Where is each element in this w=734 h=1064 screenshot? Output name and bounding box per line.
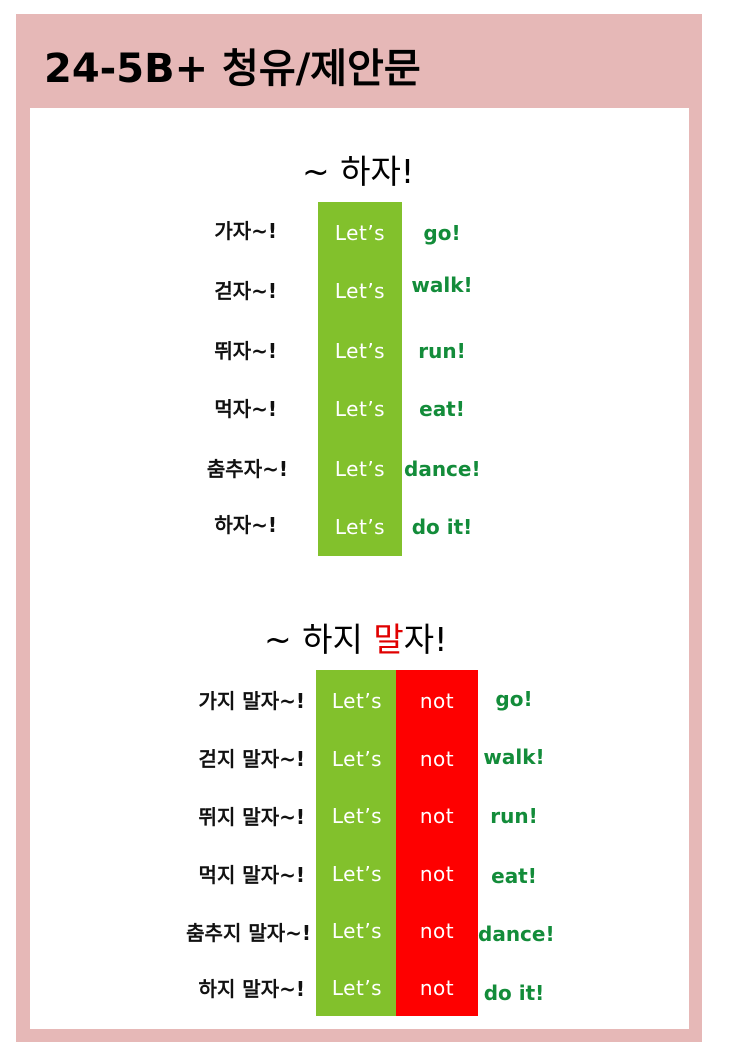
section2-row-not: not xyxy=(419,747,455,771)
section2-heading-highlight: 말 xyxy=(373,620,404,659)
section2-row-en: run! xyxy=(490,804,538,828)
section2-row-en: eat! xyxy=(491,864,537,888)
section2-row-not: not xyxy=(419,804,455,828)
section1-row-lets: Let’s xyxy=(334,397,386,421)
section2-row-ko: 하지 말자~! xyxy=(198,977,305,1001)
section2-row-en: do it! xyxy=(483,981,545,1005)
section2-row-ko: 먹지 말자~! xyxy=(198,863,305,887)
section2-heading-prefix: ~ 하지 xyxy=(264,620,374,659)
section2-row-lets: Let’s xyxy=(331,919,383,943)
section2-row-not: not xyxy=(419,689,455,713)
section2-row-not: not xyxy=(419,919,455,943)
section1-row-lets: Let’s xyxy=(334,221,386,245)
section1-row-en: dance! xyxy=(404,457,481,481)
section2-heading: ~ 하지 말자! xyxy=(264,620,447,660)
section1-row-lets: Let’s xyxy=(334,515,386,539)
section1-row-en: go! xyxy=(423,221,461,245)
section2-heading-suffix: 자! xyxy=(403,620,448,659)
section1-row-en: walk! xyxy=(411,273,473,297)
section2-row-en: walk! xyxy=(483,745,545,769)
section2-row-lets: Let’s xyxy=(331,862,383,886)
section2-row-ko: 가지 말자~! xyxy=(198,689,305,713)
section2-row-lets: Let’s xyxy=(331,747,383,771)
section2-row-ko: 춤추지 말자~! xyxy=(186,921,311,945)
page-title: 24-5B+ 청유/제안문 xyxy=(44,46,421,92)
section1-row-ko: 먹자~! xyxy=(214,397,277,421)
lets-column xyxy=(316,670,398,1016)
section2-row-lets: Let’s xyxy=(331,976,383,1000)
section1-row-en: eat! xyxy=(419,397,465,421)
section2-row-en: dance! xyxy=(478,922,555,946)
section2-row-not: not xyxy=(419,976,455,1000)
section1-row-en: run! xyxy=(418,339,466,363)
section1-row-ko: 하자~! xyxy=(214,513,277,537)
section1-row-lets: Let’s xyxy=(334,457,386,481)
section1-row-lets: Let’s xyxy=(334,279,386,303)
section1-row-ko: 걷자~! xyxy=(214,279,277,303)
section1-row-ko: 뛰자~! xyxy=(214,339,277,363)
section1-row-en: do it! xyxy=(411,515,473,539)
section2-row-ko: 걷지 말자~! xyxy=(198,747,305,771)
section2-row-not: not xyxy=(419,862,455,886)
section1-row-ko: 춤추자~! xyxy=(206,457,288,481)
section1-row-ko: 가자~! xyxy=(214,219,277,243)
section1-row-lets: Let’s xyxy=(334,339,386,363)
lets-column xyxy=(318,202,402,556)
section2-row-ko: 뛰지 말자~! xyxy=(198,805,305,829)
section1-heading: ~ 하자! xyxy=(302,152,415,191)
section2-row-lets: Let’s xyxy=(331,689,383,713)
not-column xyxy=(396,670,478,1016)
section2-row-en: go! xyxy=(495,687,533,711)
section2-row-lets: Let’s xyxy=(331,804,383,828)
